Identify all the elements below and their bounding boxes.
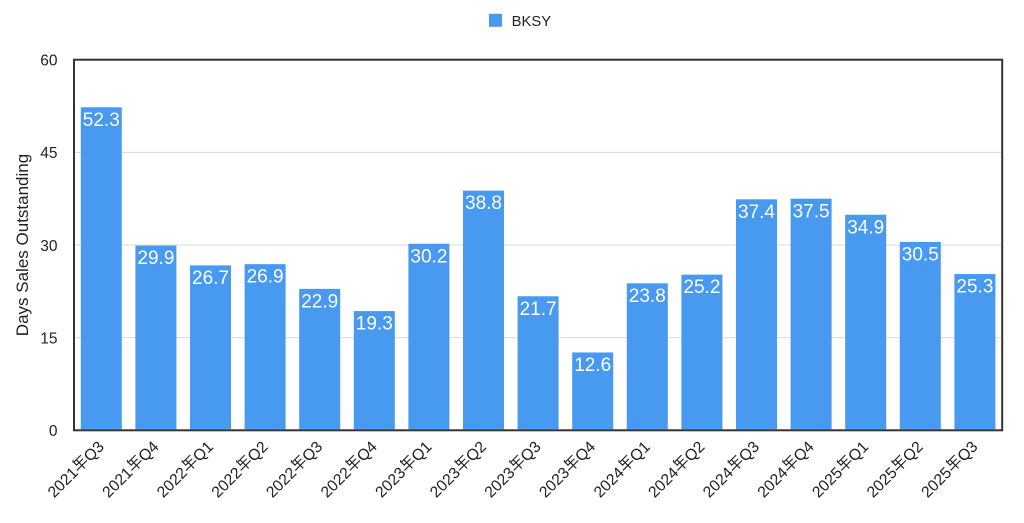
svg-text:Q2: Q2 [463, 438, 490, 465]
svg-text:Q4: Q4 [354, 438, 381, 465]
svg-text:21.7: 21.7 [520, 299, 557, 320]
svg-text:2023: 2023 [427, 464, 464, 501]
svg-text:37.5: 37.5 [793, 201, 830, 222]
svg-text:26.9: 26.9 [247, 267, 284, 288]
svg-text:15: 15 [40, 331, 57, 348]
svg-text:26.7: 26.7 [192, 268, 229, 289]
svg-text:Q1: Q1 [627, 438, 654, 465]
svg-text:25.2: 25.2 [683, 277, 720, 298]
svg-text:2024: 2024 [591, 464, 628, 501]
svg-text:2022: 2022 [263, 464, 300, 501]
svg-text:2025: 2025 [864, 464, 901, 501]
svg-text:19.3: 19.3 [356, 314, 393, 335]
svg-text:2021: 2021 [45, 464, 82, 501]
svg-text:2021: 2021 [99, 464, 136, 501]
svg-text:38.8: 38.8 [465, 193, 502, 214]
svg-text:Q3: Q3 [299, 438, 326, 465]
svg-text:2025: 2025 [918, 464, 955, 501]
svg-text:0: 0 [49, 423, 58, 440]
svg-text:34.9: 34.9 [847, 217, 884, 238]
svg-text:23.8: 23.8 [629, 286, 666, 307]
svg-text:BKSY: BKSY [512, 14, 552, 30]
svg-text:60: 60 [40, 53, 58, 70]
svg-text:Q2: Q2 [245, 438, 272, 465]
svg-text:Q3: Q3 [518, 438, 545, 465]
svg-text:Days Sales Outstanding: Days Sales Outstanding [13, 154, 32, 336]
svg-text:2022: 2022 [318, 464, 355, 501]
svg-text:Q1: Q1 [190, 438, 217, 465]
svg-text:2024: 2024 [645, 464, 682, 501]
svg-text:2025: 2025 [809, 464, 846, 501]
svg-text:2023: 2023 [482, 464, 519, 501]
svg-text:Q2: Q2 [900, 438, 927, 465]
svg-text:25.3: 25.3 [956, 277, 993, 298]
svg-text:30.5: 30.5 [902, 245, 939, 266]
svg-text:29.9: 29.9 [137, 248, 174, 269]
svg-text:52.3: 52.3 [83, 110, 120, 131]
svg-text:2022: 2022 [209, 464, 246, 501]
svg-text:Q3: Q3 [81, 438, 108, 465]
svg-text:Q1: Q1 [845, 438, 872, 465]
svg-text:30: 30 [40, 238, 58, 255]
svg-text:22.9: 22.9 [301, 291, 338, 312]
svg-text:2022: 2022 [154, 464, 191, 501]
svg-text:2023: 2023 [536, 464, 573, 501]
svg-text:2024: 2024 [700, 464, 737, 501]
svg-text:Q3: Q3 [736, 438, 763, 465]
svg-text:Q1: Q1 [409, 438, 436, 465]
svg-text:30.2: 30.2 [410, 246, 447, 267]
svg-text:45: 45 [40, 145, 57, 162]
svg-text:Q3: Q3 [955, 438, 982, 465]
svg-text:Q4: Q4 [136, 438, 163, 465]
svg-text:12.6: 12.6 [574, 355, 611, 376]
svg-text:Q4: Q4 [791, 438, 818, 465]
svg-text:Q4: Q4 [572, 438, 599, 465]
svg-text:37.4: 37.4 [738, 202, 775, 223]
svg-text:2023: 2023 [372, 464, 409, 501]
svg-text:2024: 2024 [755, 464, 792, 501]
svg-text:Q2: Q2 [682, 438, 709, 465]
